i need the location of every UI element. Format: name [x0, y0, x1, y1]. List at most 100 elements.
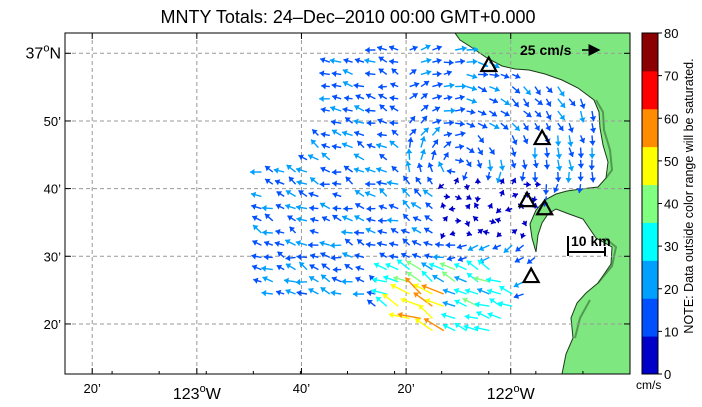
current-vector-head	[470, 108, 476, 116]
current-vector-head	[364, 57, 370, 64]
current-vector-head	[288, 176, 295, 183]
current-vector-head	[295, 240, 302, 247]
current-vector-head	[468, 147, 475, 153]
current-vector-head	[332, 205, 338, 212]
current-vector-head	[466, 260, 473, 266]
colorbar-tick-label: 0	[664, 367, 671, 382]
radar-site-marker	[479, 55, 499, 73]
current-vector-head	[342, 130, 348, 137]
current-vector-head	[320, 106, 326, 114]
current-vector-head	[449, 230, 456, 237]
current-vector-head	[376, 179, 382, 187]
colorbar: 0 10 20 30 40 50 60 70 80 cm/s	[636, 26, 678, 392]
current-vector-head	[308, 154, 314, 160]
colorbar-swatch	[642, 70, 658, 110]
current-vector-head	[424, 318, 430, 324]
lat-label: 30’	[44, 249, 61, 264]
current-vector-head	[415, 318, 421, 324]
current-vector-head	[264, 240, 270, 247]
current-vector-head	[331, 168, 337, 176]
current-vector-head	[434, 106, 441, 113]
current-vector-head	[523, 125, 529, 131]
plot-area	[65, 33, 630, 374]
saturation-note: NOTE: Data outside color range will be s…	[682, 58, 696, 333]
current-vector-head	[251, 203, 257, 210]
current-vector-head	[449, 82, 455, 89]
current-vector-head	[511, 139, 518, 145]
current-vector-head	[421, 93, 428, 99]
current-vector-head	[492, 244, 499, 250]
current-vector-head	[251, 253, 257, 260]
current-vector-head	[559, 102, 566, 108]
current-vector-head	[543, 164, 551, 170]
current-vector-head	[389, 241, 395, 248]
map-title: MNTY Totals: 24–Dec–2010 00:00 GMT+0.000	[160, 7, 535, 27]
current-vector-head	[379, 104, 386, 110]
current-vector-head	[331, 276, 338, 283]
current-vector-head	[419, 136, 427, 142]
current-vector-head	[389, 140, 396, 147]
current-vector-head	[286, 164, 293, 171]
current-vector-head	[442, 323, 449, 330]
current-vector-head	[321, 274, 327, 280]
current-vector-head	[375, 296, 382, 303]
lon-label: 40’	[293, 381, 310, 396]
colorbar-swatch	[642, 298, 658, 337]
current-vector-head	[285, 203, 291, 210]
current-vector-head	[456, 194, 462, 201]
current-vector-head	[521, 220, 528, 226]
current-vector-head	[498, 300, 504, 308]
current-vector-head	[486, 276, 492, 284]
current-vector-head	[522, 138, 529, 144]
current-vector-head	[464, 313, 470, 321]
current-vector-head	[553, 187, 559, 193]
current-vector-head	[535, 111, 542, 118]
current-vector-head	[495, 177, 502, 184]
radar-site-marker	[517, 190, 537, 208]
colorbar-tick-label: 20	[664, 282, 678, 297]
current-vector-head	[377, 45, 383, 52]
current-vector-head	[458, 157, 464, 164]
current-vector-head	[453, 287, 460, 294]
colorbar-tick-label: 70	[664, 69, 678, 84]
current-vector-head	[331, 143, 337, 150]
current-vector-head	[503, 247, 510, 253]
current-vector-head	[442, 288, 449, 295]
radar-site-marker	[532, 128, 552, 146]
current-vector-head	[342, 68, 349, 75]
current-vector-head	[463, 185, 471, 191]
current-vector-head	[589, 127, 597, 133]
current-vector-head	[390, 82, 396, 89]
current-vector-head	[389, 119, 395, 127]
current-vector-head	[355, 265, 361, 272]
current-vector-head	[419, 149, 427, 155]
current-vectors	[249, 44, 597, 332]
colorbar-swatch	[642, 33, 658, 72]
current-vector-head	[379, 188, 385, 194]
current-vector-head	[481, 86, 487, 93]
current-vector-head	[559, 114, 565, 120]
current-vector-head	[413, 292, 420, 298]
current-vector-head	[477, 229, 483, 235]
current-vector-head	[555, 153, 563, 159]
current-vector-head	[510, 177, 517, 184]
current-vector-head	[477, 149, 483, 156]
current-vector-head	[343, 57, 349, 64]
current-vector-head	[496, 207, 502, 214]
current-vector-head	[319, 181, 325, 188]
current-vector-head	[389, 45, 395, 52]
current-vector-head	[418, 304, 425, 311]
current-vector-head	[498, 165, 506, 171]
current-vector-head	[487, 203, 493, 209]
current-vector-head	[425, 44, 431, 51]
current-vector-head	[441, 312, 447, 319]
current-vector-head	[389, 95, 395, 102]
current-vector-head	[477, 260, 484, 266]
current-vector-head	[513, 101, 519, 108]
current-vector-head	[416, 163, 424, 169]
current-vector-head	[285, 239, 291, 245]
current-vector-head	[289, 226, 295, 233]
current-vector-head	[490, 218, 496, 225]
current-vector-head	[285, 263, 292, 269]
